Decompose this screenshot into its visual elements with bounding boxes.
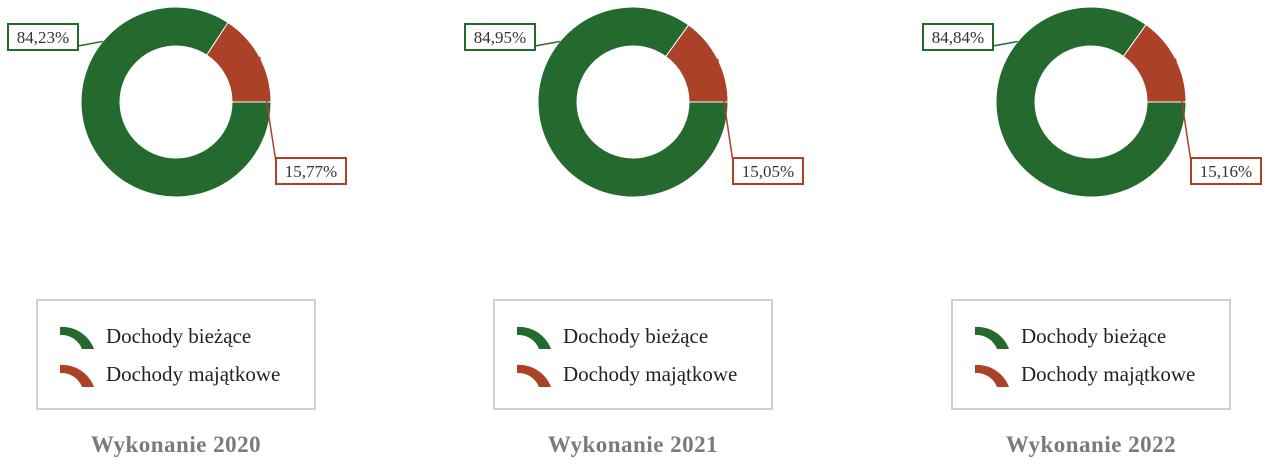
chart-panel-2021: 84,95% 15,05% Dochody bieżące Dochody maj… <box>457 0 857 465</box>
data-label-box-majatkowe <box>732 157 804 185</box>
label-connector-biezace <box>534 40 560 47</box>
legend-swatch-majatkowe <box>975 364 1009 387</box>
chart-title-2021: Wykonanie 2021 <box>547 432 719 457</box>
legend-label: Dochody majątkowe <box>1021 361 1196 386</box>
data-label-biezace: 84,23% <box>17 28 69 47</box>
data-label-box-majatkowe <box>1190 157 1262 185</box>
legend-item-dochody-biezace: Dochody bieżące <box>515 321 708 351</box>
label-connector-biezace <box>992 40 1018 47</box>
slice-majatkowe <box>205 21 272 103</box>
chart-panel-2022: 84,84% 15,16% Dochody bieżące Dochody maj… <box>915 0 1268 465</box>
legend-item-dochody-biezace: Dochody bieżące <box>973 321 1166 351</box>
data-label-box-biezace <box>922 23 994 51</box>
legend-label: Dochody majątkowe <box>563 361 738 386</box>
label-connector-majatkowe <box>1174 58 1192 163</box>
legend-swatch-biezace <box>60 326 94 349</box>
arc-swatch-icon <box>60 326 94 349</box>
legend-label: Dochody majątkowe <box>106 361 281 386</box>
data-label-biezace: 84,95% <box>474 28 526 47</box>
legend-label: Dochody bieżące <box>1021 323 1167 348</box>
chart-panel-2020: 84,23% 15,77% Dochody bieżące Dochody maj… <box>0 0 400 465</box>
arc-swatch-icon <box>517 364 551 387</box>
legend-2022: Dochody bieżące Dochody majątkowe <box>951 299 1231 410</box>
data-label-majatkowe: 15,16% <box>1200 162 1252 181</box>
slice-biezace <box>80 6 272 198</box>
data-label-box-majatkowe <box>275 157 347 185</box>
donut-chart-2020: 84,23% 15,77% <box>7 6 347 198</box>
data-label-majatkowe: 15,77% <box>285 162 337 181</box>
arc-swatch-icon <box>517 326 551 349</box>
chart-title-2020: Wykonanie 2020 <box>90 432 262 457</box>
legend-2020: Dochody bieżące Dochody majątkowe <box>36 299 316 410</box>
legend-swatch-biezace <box>517 326 551 349</box>
legend-item-dochody-biezace: Dochody bieżące <box>58 321 251 351</box>
label-connector-majatkowe <box>716 58 734 163</box>
donut-chart-2022: 84,84% 15,16% <box>922 6 1262 198</box>
legend-2021: Dochody bieżące Dochody majątkowe <box>493 299 773 410</box>
slice-majatkowe <box>665 24 729 103</box>
slice-biezace <box>995 6 1187 198</box>
data-label-majatkowe: 15,05% <box>742 162 794 181</box>
data-label-biezace: 84,84% <box>932 28 984 47</box>
arc-swatch-icon <box>975 364 1009 387</box>
data-label-box-biezace <box>7 23 79 51</box>
legend-item-dochody-majatkowe: Dochody majątkowe <box>58 359 280 389</box>
slice-biezace <box>537 6 729 198</box>
data-label-box-biezace <box>464 23 536 51</box>
legend-label: Dochody bieżące <box>563 323 709 348</box>
label-connector-majatkowe <box>258 56 277 163</box>
slice-majatkowe <box>1122 23 1187 103</box>
legend-swatch-majatkowe <box>517 364 551 387</box>
legend-swatch-biezace <box>975 326 1009 349</box>
legend-label: Dochody bieżące <box>106 323 252 348</box>
arc-swatch-icon <box>975 326 1009 349</box>
legend-item-dochody-majatkowe: Dochody majątkowe <box>515 359 737 389</box>
chart-title-2022: Wykonanie 2022 <box>1005 432 1177 457</box>
label-connector-biezace <box>77 40 103 47</box>
legend-item-dochody-majatkowe: Dochody majątkowe <box>973 359 1195 389</box>
legend-swatch-majatkowe <box>60 364 94 387</box>
arc-swatch-icon <box>60 364 94 387</box>
donut-chart-2021: 84,95% 15,05% <box>464 6 804 198</box>
